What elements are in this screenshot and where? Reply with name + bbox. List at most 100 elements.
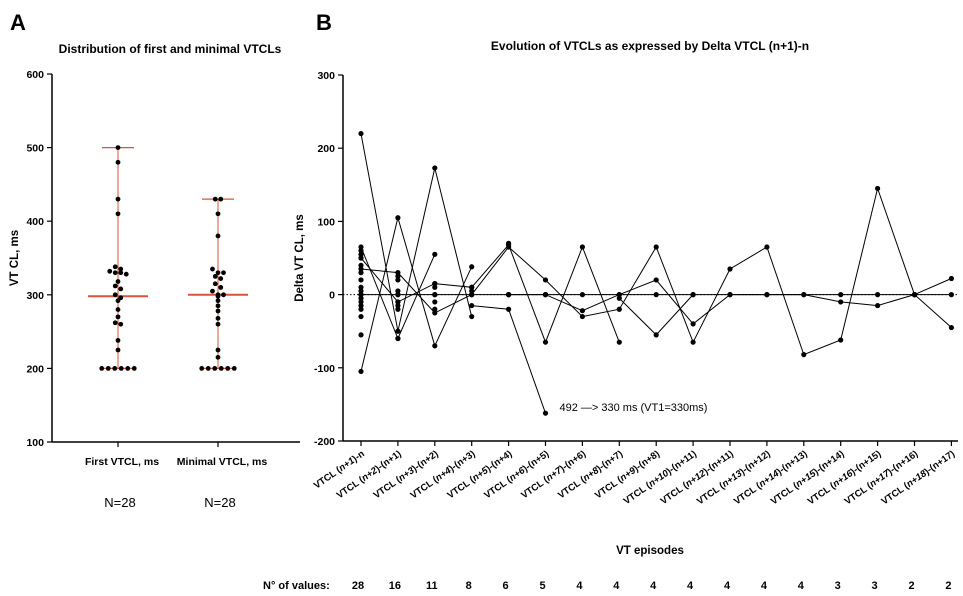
panel-b-data-point [395, 299, 401, 305]
panel-b-series-lines [360, 133, 952, 414]
panel-b-series-line [360, 133, 473, 332]
panel-a-n-label: N=28 [204, 495, 235, 510]
panel-b-data-point [542, 410, 549, 416]
panel-a-data-point [118, 270, 124, 276]
panel-b-axes [342, 75, 958, 442]
panel-a-data-point [210, 266, 215, 272]
panel-b-n-value: 5 [539, 580, 545, 592]
panel-a-data-point [215, 293, 221, 299]
panel-b-data-point [838, 299, 844, 305]
panel-b-data-point [506, 292, 512, 298]
panel-a-data-point [112, 270, 118, 276]
panel-b-y-tick-label: 300 [317, 70, 335, 82]
panel-a-data-point [215, 321, 221, 327]
panel-b-data-point [358, 332, 364, 338]
panel-b-data-point [358, 244, 364, 250]
panel-a-category-label: Minimal VTCL, ms [177, 456, 268, 468]
panel-b-data-point [358, 277, 364, 283]
panel-b-y-tick-label: -100 [314, 363, 335, 375]
panel-b-data-point [579, 313, 586, 320]
panel-a-data-point [112, 292, 118, 298]
panel-b-n-value: 4 [576, 580, 583, 592]
panel-b-data-point [690, 292, 696, 298]
panel-b-n-value: 16 [389, 580, 401, 592]
panel-a-data-point [215, 308, 221, 314]
panel-b-category-label: VTCL (n+7)-(n+6) [519, 448, 588, 501]
panel-a-data-point [123, 271, 129, 277]
panel-b-n-value: 2 [945, 580, 951, 592]
panel-b-data-point [727, 292, 733, 298]
panel-b-data-point [358, 284, 364, 290]
panel-b-data-point [690, 339, 696, 345]
panel-b-data-point [469, 284, 475, 290]
panel-b-data-point [469, 302, 475, 309]
panel-a-data-point [215, 270, 221, 276]
panel-b-data-point [432, 281, 438, 287]
panel-b-data-point [358, 262, 364, 268]
category-suffix: )-(n+2) [410, 448, 440, 474]
panel-a-data-point [105, 366, 111, 371]
panel-b-data-point [358, 295, 364, 301]
panel-b-data-point [395, 306, 401, 312]
panel-b-y-axis-label: Delta VT CL, ms [294, 214, 306, 302]
panel-b-data-point [579, 292, 586, 298]
panel-b-data-point [764, 292, 770, 298]
panel-a-axes [51, 74, 300, 443]
panel-b-data-point [432, 284, 438, 290]
panel-b-data-point [395, 335, 401, 342]
category-suffix: )-(n+6) [558, 448, 588, 474]
panel-a-category-label: First VTCL, ms [85, 456, 159, 468]
panel-b-n-value: 4 [724, 580, 731, 592]
category-suffix: )-(n+3) [447, 448, 477, 474]
panel-b-y-ticks: -200 -100 0 100 200 300 [314, 70, 343, 448]
panel-a-data-point [115, 338, 121, 343]
panel-label-b: B [316, 10, 332, 35]
panel-a-data-point [215, 233, 221, 239]
panel-b-data-point [506, 240, 512, 246]
category-suffix: )-(n+8) [632, 448, 662, 474]
panel-a-data-point [99, 366, 105, 371]
panel-b-data-point [432, 310, 438, 316]
panel-b-n-value: 3 [872, 580, 878, 592]
panel-b-data-point [358, 302, 364, 309]
panel-b-data-point [358, 255, 364, 261]
panel-a-y-tick-label: 300 [26, 290, 44, 302]
panel-a-data-point [212, 274, 218, 279]
panel-a-y-tick-label: 200 [26, 363, 44, 375]
panel-a-data-point [112, 264, 118, 270]
panel-b-data-point [432, 306, 438, 312]
panel-b-y-tick-label: 100 [317, 216, 335, 228]
panel-b-series-line [508, 279, 915, 325]
panel-a-data-point [212, 366, 218, 371]
panel-a-data-point [212, 281, 218, 287]
panel-a-data-point [118, 366, 124, 371]
panel-label-a: A [10, 10, 26, 35]
category-suffix: )-(n+5) [521, 448, 551, 474]
panel-b-category-label: VTCL (n+3)-(n+2) [372, 448, 441, 501]
panel-b-data-point [358, 368, 364, 375]
panel-b-data-point [506, 306, 512, 312]
panel-a-data-point [115, 159, 121, 165]
panel-b-data-point [358, 299, 364, 305]
panel-a-data-point [215, 211, 221, 217]
panel-b-data-point [358, 313, 364, 320]
panel-b-n-value: 4 [687, 580, 694, 592]
panel-b-data-point [395, 328, 401, 334]
panel-b-data-point [579, 244, 586, 250]
panel-b-data-point [875, 302, 881, 309]
panel-a-data-point [118, 321, 124, 327]
panel-a-data-point [115, 211, 121, 217]
panel-a-data-point [115, 196, 121, 202]
panel-b-data-point [432, 165, 438, 171]
panel-b-data-point [690, 321, 696, 327]
category-suffix: )-(n+7) [595, 448, 625, 474]
panel-b-data-point [653, 277, 659, 283]
panel-b-category-label: VTCL (n+2)-(n+1) [335, 448, 404, 501]
panel-b-n-value: 4 [650, 580, 657, 592]
panel-b-data-point [542, 339, 549, 345]
panel-a-data-point [215, 354, 221, 360]
panel-b-data-point [358, 270, 364, 276]
panel-b-data-point [358, 288, 364, 294]
